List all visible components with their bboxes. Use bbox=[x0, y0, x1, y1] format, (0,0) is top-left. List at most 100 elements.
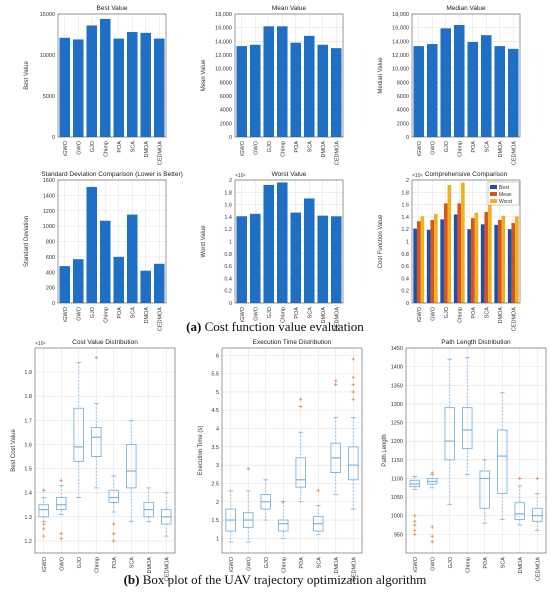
y-tick-label: 1200 bbox=[391, 439, 403, 445]
outlier-point bbox=[59, 479, 63, 483]
x-tick-label: iGWO bbox=[417, 140, 423, 156]
y-tick-label: 0.6 bbox=[401, 264, 409, 270]
box-GJO bbox=[73, 362, 85, 498]
chart-comprehensive: 0 0.2 0.4 0.6 0.8 1 1.2 1.4 1.6 1.8 2 BestMeanWorst… bbox=[378, 171, 521, 331]
y-tick-label: 2 bbox=[406, 178, 409, 184]
x-tick-label: SCA bbox=[129, 557, 135, 569]
bar-Worst-GJO bbox=[447, 184, 452, 303]
bar-Mean-GJO bbox=[443, 203, 448, 303]
box-POA bbox=[479, 459, 491, 524]
y-tick-label: 1.4 bbox=[224, 215, 232, 221]
x-tick-label: Chimp bbox=[103, 141, 109, 157]
box-GJO bbox=[260, 479, 272, 521]
bar-Mean-iGWO bbox=[416, 221, 421, 303]
y-tick-label: 1250 bbox=[391, 421, 403, 427]
bar-Mean-POA bbox=[470, 218, 475, 303]
x-tick-label: CEDMOA bbox=[511, 307, 517, 331]
bar-Chimp bbox=[99, 18, 111, 138]
chart-best: 0 5000 10000 15000 iGWO GWO GJO Chimp POA SCA DMOA… bbox=[24, 5, 167, 165]
bar-GWO bbox=[426, 44, 438, 137]
y-tick-label: 1 bbox=[216, 536, 219, 542]
bar-GWO bbox=[249, 213, 261, 303]
bar-Worst-DMOA bbox=[501, 215, 506, 303]
outlier-point bbox=[334, 383, 338, 387]
box-iGWO bbox=[409, 476, 421, 536]
outlier-point bbox=[430, 525, 434, 529]
box-SCA bbox=[496, 392, 508, 520]
chart-title: Median Value bbox=[446, 5, 486, 12]
outlier-point bbox=[112, 532, 116, 536]
y-tick-label: 5000 bbox=[43, 94, 55, 100]
x-tick-label: POA bbox=[299, 557, 305, 569]
y-tick-label: 1050 bbox=[391, 495, 403, 501]
bar-Best-SCA bbox=[480, 224, 485, 303]
bar-Worst-CEDMOA bbox=[515, 216, 519, 303]
bar-CEDMOA bbox=[330, 48, 342, 137]
legend-entry: Best bbox=[499, 185, 510, 191]
caption-a-label: (a) bbox=[186, 319, 202, 334]
bar-Worst-SCA bbox=[488, 198, 492, 303]
bar-GJO bbox=[86, 25, 98, 138]
y-tick-label: 10,000 bbox=[215, 67, 232, 73]
x-tick-label: Chimp bbox=[94, 557, 100, 573]
y-tick-label: 1100 bbox=[391, 476, 403, 482]
bar-SCA bbox=[303, 35, 315, 137]
y-tick-label: 1.2 bbox=[224, 227, 232, 233]
y-tick-label: 5 bbox=[216, 390, 219, 396]
y-tick-label: 600 bbox=[46, 255, 55, 261]
outlier-point bbox=[413, 519, 417, 523]
legend-swatch bbox=[490, 199, 497, 203]
bar-iGWO bbox=[236, 216, 248, 303]
bar-SCA bbox=[480, 35, 492, 137]
x-tick-label: DMOA bbox=[144, 141, 150, 158]
y-tick-label: 1.6 bbox=[24, 442, 32, 448]
chart-worst: 0 0.2 0.4 0.6 0.8 1 1.2 1.4 1.6 1.8 2 iGWO GWO GJO Chi… bbox=[201, 171, 344, 331]
y-tick-label: 1400 bbox=[43, 193, 55, 199]
y-tick-label: 0.2 bbox=[401, 289, 409, 295]
y-tick-label: 2.5 bbox=[211, 481, 219, 487]
outlier-point bbox=[42, 527, 46, 531]
outlier-point bbox=[430, 534, 434, 538]
bar-Worst-POA bbox=[474, 212, 479, 303]
box-iqr bbox=[38, 504, 50, 518]
y-tick-label: 16,000 bbox=[215, 26, 232, 32]
axes-frame bbox=[411, 13, 521, 138]
outlier-point bbox=[351, 375, 355, 379]
y-tick-label: 950 bbox=[394, 532, 403, 538]
bar-CEDMOA bbox=[330, 216, 342, 303]
x-tick-label: SCA bbox=[316, 557, 322, 569]
y-tick-label: 14,000 bbox=[215, 39, 232, 45]
x-tick-label: SCA bbox=[484, 307, 490, 319]
y-tick-label: 1.8 bbox=[224, 190, 232, 196]
x-tick-label: GWO bbox=[59, 556, 65, 570]
box-iqr bbox=[73, 407, 85, 462]
outlier-point bbox=[42, 534, 46, 538]
x-tick-label: DMOA bbox=[321, 141, 327, 158]
x-tick-label: POA bbox=[117, 307, 123, 319]
box-iqr bbox=[479, 470, 491, 509]
outlier-point bbox=[430, 471, 434, 475]
bar-GWO bbox=[72, 259, 84, 303]
y-tick-label: 1.2 bbox=[401, 227, 409, 233]
box-GWO bbox=[426, 471, 438, 544]
y-tick-label: 1.8 bbox=[401, 190, 409, 196]
chart-costdist: 1.2 1.3 1.4 1.5 1.6 1.7 1.8 1.9 iGWO GWO GJO Chimp P… bbox=[11, 339, 176, 581]
chart-std: 0 200 400 600 800 1000 1200 1400 1600 iGWO GWO GJO C… bbox=[24, 171, 183, 331]
bar-DMOA bbox=[494, 46, 506, 137]
bar-POA bbox=[467, 42, 479, 138]
bar-Worst-Chimp bbox=[461, 182, 465, 303]
outlier-point bbox=[59, 536, 63, 541]
chart-median: 0 2000 4000 6000 8000 10,000 12,000 14,000 16,00… bbox=[378, 5, 521, 165]
x-tick-label: GJO bbox=[90, 306, 96, 318]
bar-POA bbox=[113, 256, 125, 303]
outlier-point bbox=[299, 404, 303, 409]
caption-b-text: Box plot of the UAV trajectory optimizat… bbox=[142, 572, 427, 587]
bar-CEDMOA bbox=[153, 263, 165, 303]
y-tick-label: 0.8 bbox=[401, 252, 409, 258]
y-tick-label: 200 bbox=[46, 286, 55, 292]
box-POA bbox=[295, 397, 307, 503]
y-tick-label: 1.4 bbox=[24, 491, 32, 497]
caption-a: (a) Cost function value evaluation bbox=[0, 319, 550, 335]
x-tick-label: iGWO bbox=[63, 306, 69, 322]
